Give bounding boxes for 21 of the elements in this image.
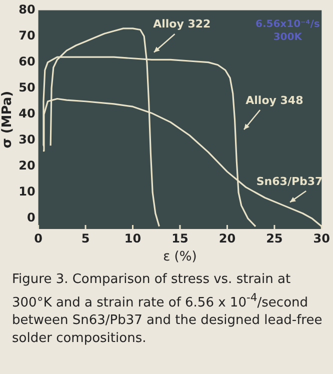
x-tick-label: 15 xyxy=(172,231,188,246)
y-tick-label: 20 xyxy=(18,158,36,173)
y-tick-label: 70 xyxy=(18,28,36,42)
y-tick-label: 0 xyxy=(26,210,36,225)
y-tick-label: 60 xyxy=(18,54,36,68)
y-tick-label: 40 xyxy=(18,106,36,121)
caption: Figure 3. Comparison of stress vs. strain at 300°K and a strain rate of 6.56 x 10$^{-4}$/second between Sn63/Pb37 and the designed lead-free solder compositions. xyxy=(11,271,324,348)
x-tick-label: 5 xyxy=(81,231,90,246)
x-tick-label: 25 xyxy=(266,231,283,246)
series-label: Alloy 348 xyxy=(246,94,304,108)
y-tick-label: 80 xyxy=(18,2,36,16)
x-tick-label: 10 xyxy=(124,231,142,246)
x-tick-label: 30 xyxy=(313,231,330,246)
y-tick-label: 50 xyxy=(18,80,36,94)
x-tick-label: 20 xyxy=(218,231,236,246)
y-axis-title: σ (MPa) xyxy=(0,90,16,148)
series-label: Alloy 322 xyxy=(153,17,211,30)
y-tick-label: 30 xyxy=(18,132,36,147)
x-axis-title: ε (%) xyxy=(163,250,197,265)
y-tick-label: 10 xyxy=(18,184,36,199)
annotation: 6.56x10⁻⁴/s 300K xyxy=(255,18,320,43)
